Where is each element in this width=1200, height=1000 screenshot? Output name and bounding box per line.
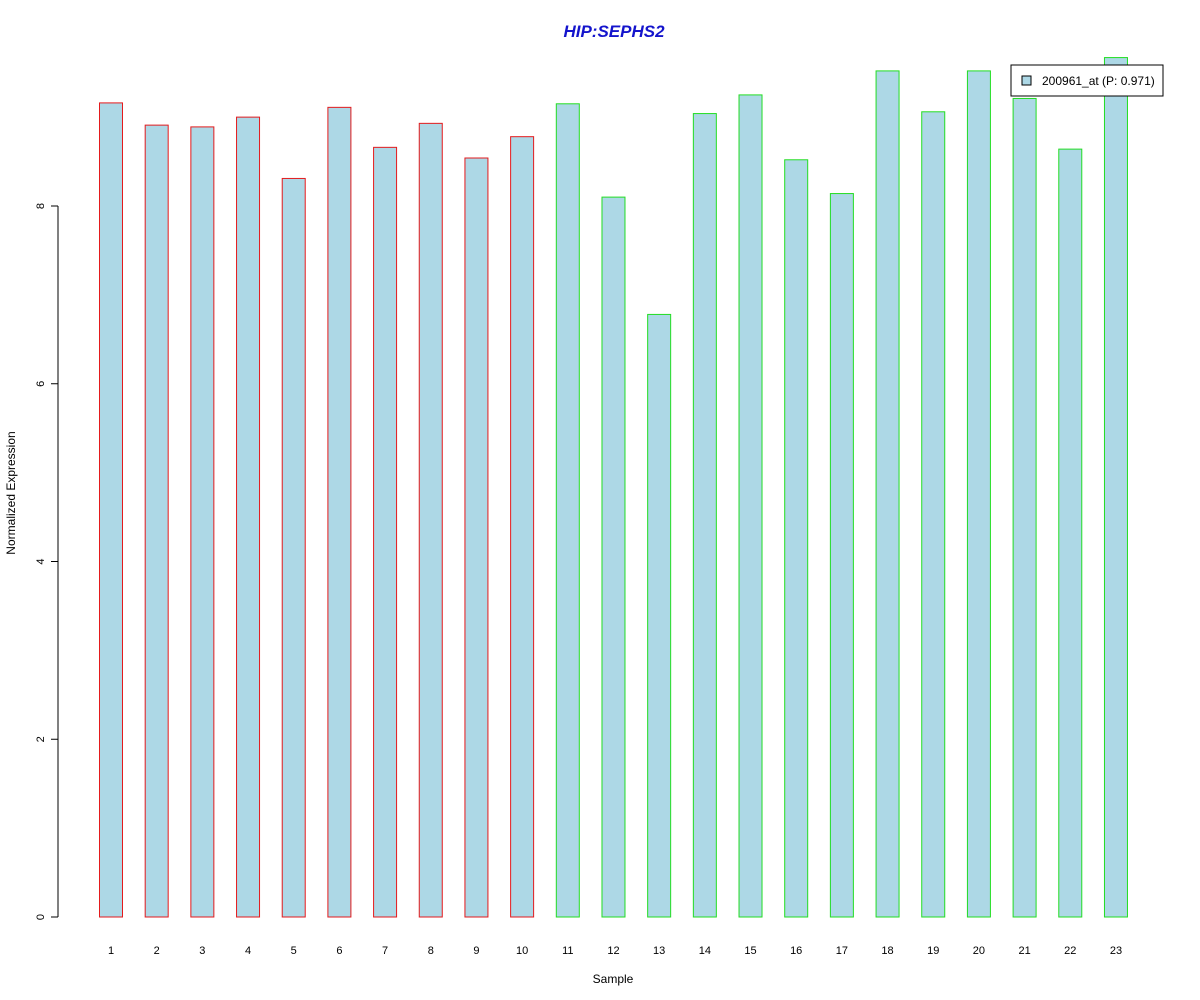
bar [99, 102, 123, 918]
x-tick-label: 7 [382, 945, 388, 957]
bar [1058, 148, 1083, 918]
x-tick-label: 5 [291, 945, 297, 957]
bar [966, 70, 991, 918]
x-tick-label: 9 [473, 945, 479, 957]
x-tick-label: 22 [1064, 945, 1076, 957]
x-tick-label: 18 [881, 945, 893, 957]
bar [921, 111, 946, 918]
legend-label: 200961_at (P: 0.971) [1042, 74, 1155, 88]
x-tick-label: 8 [428, 945, 434, 957]
bar [692, 113, 717, 918]
x-tick-label: 16 [790, 945, 802, 957]
x-tick-label: 1 [108, 945, 114, 957]
y-tick-label: 4 [35, 558, 47, 564]
x-tick-label: 13 [653, 945, 665, 957]
bar [829, 193, 854, 918]
bars [99, 57, 1128, 918]
bar [1103, 57, 1128, 918]
x-tick-label: 19 [927, 945, 939, 957]
x-tick-label: 11 [562, 945, 573, 957]
bar [738, 94, 763, 918]
y-axis: 0 2 4 6 8 [35, 203, 59, 920]
legend-swatch [1021, 75, 1032, 86]
x-tick-label: 10 [516, 945, 528, 957]
bar [418, 122, 443, 918]
x-tick-label: 20 [973, 945, 985, 957]
bar [190, 126, 215, 918]
bar [464, 157, 489, 918]
y-tick-label: 0 [35, 914, 47, 920]
bar [647, 313, 672, 918]
x-tick-label: 14 [699, 945, 711, 957]
x-tick-label: 21 [1018, 945, 1030, 957]
bar [327, 106, 352, 918]
x-tick-label: 17 [836, 945, 848, 957]
x-tick-label: 2 [154, 945, 160, 957]
bar [281, 177, 306, 918]
x-tick-label: 23 [1110, 945, 1122, 957]
bar [144, 124, 169, 918]
bar [555, 103, 580, 918]
y-axis-label: Normalized Expression [4, 431, 18, 554]
bar [236, 116, 261, 918]
bar [1012, 97, 1037, 918]
y-tick-label: 2 [35, 736, 47, 742]
bar [875, 70, 900, 918]
x-tick-labels: 1 2 3 4 5 6 7 8 9 10 11 12 13 14 15 16 17 18 19 20 21 22 23 [108, 945, 1122, 957]
bar [510, 136, 535, 918]
legend: 200961_at (P: 0.971) [1010, 64, 1164, 97]
bar [784, 159, 809, 918]
bar [601, 196, 626, 918]
x-axis-label: Sample [593, 972, 634, 986]
x-tick-label: 6 [336, 945, 342, 957]
bar [373, 146, 398, 918]
x-tick-label: 4 [245, 945, 251, 957]
legend-box [1010, 64, 1164, 97]
chart-title: HIP:SEPHS2 [563, 22, 665, 41]
x-tick-label: 3 [199, 945, 205, 957]
x-tick-label: 12 [607, 945, 619, 957]
y-tick-label: 8 [35, 203, 47, 209]
x-tick-label: 15 [744, 945, 756, 957]
y-tick-label: 6 [35, 381, 47, 387]
